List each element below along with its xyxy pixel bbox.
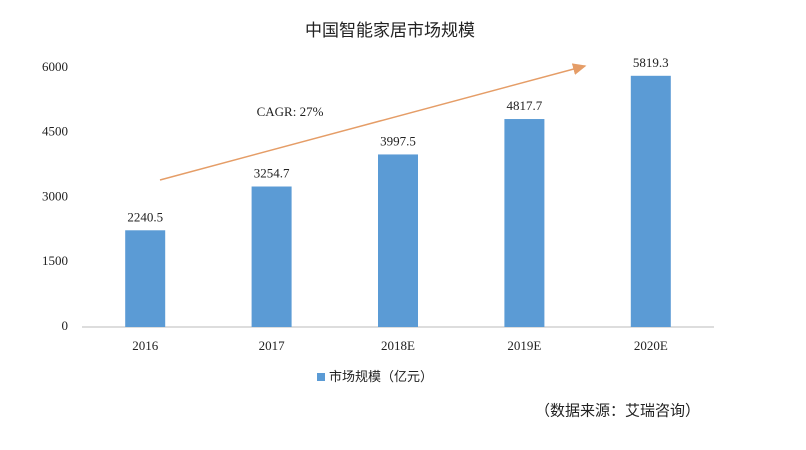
y-tick-label: 4500 (42, 124, 68, 139)
y-tick-label: 3000 (42, 188, 68, 203)
x-tick-label: 2016 (132, 338, 159, 353)
y-tick-label: 1500 (42, 253, 68, 268)
x-tick-label: 2020E (634, 338, 668, 353)
x-tick-label: 2017 (259, 338, 286, 353)
data-label: 5819.3 (633, 55, 669, 70)
bar (125, 230, 166, 327)
data-label: 3997.5 (380, 133, 416, 148)
bar (251, 186, 292, 327)
bar (504, 119, 545, 327)
bar (630, 75, 671, 327)
legend-swatch (317, 373, 325, 381)
annotation: CAGR: 27% (257, 104, 324, 119)
data-label: 2240.5 (127, 209, 163, 224)
legend-label: 市场规模（亿元） (329, 369, 433, 384)
y-tick-label: 6000 (42, 59, 68, 74)
chart-title: 中国智能家居市场规模 (305, 21, 475, 40)
x-tick-label: 2019E (507, 338, 541, 353)
data-label: 3254.7 (254, 165, 290, 180)
data-label: 4817.7 (507, 98, 543, 113)
y-tick-label: 0 (62, 318, 69, 333)
trend-arrow (159, 63, 587, 181)
x-tick-label: 2018E (381, 338, 415, 353)
bar (378, 154, 418, 327)
source-note: （数据来源：艾瑞咨询） (535, 402, 700, 419)
